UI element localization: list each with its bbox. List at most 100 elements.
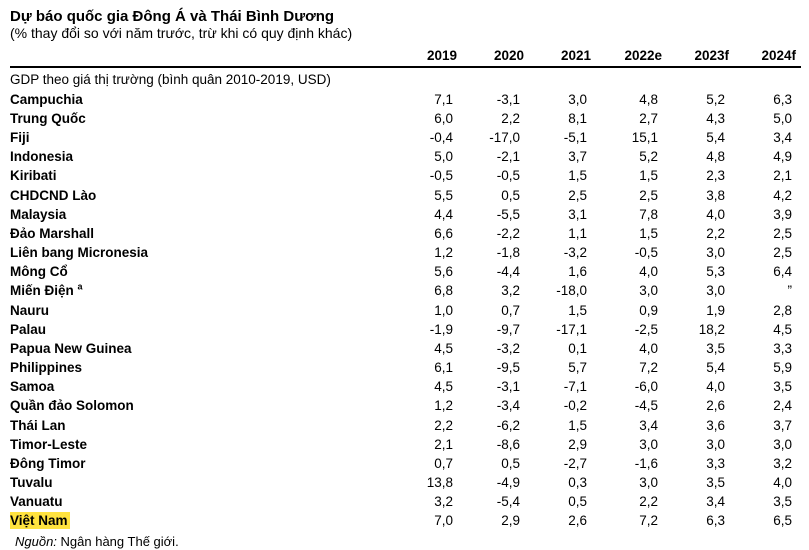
country-name: Miến Điện: [10, 283, 74, 299]
value-cell: 0,3: [568, 475, 587, 491]
value-cell: 2,2: [639, 494, 658, 510]
value-cell: -2,1: [496, 149, 520, 165]
footnote-marker: a: [77, 281, 83, 292]
value-cell: -9,5: [496, 360, 520, 376]
value-cell: 3,0: [706, 436, 725, 452]
country-name: Quần đảo Solomon: [10, 398, 134, 414]
page-title: Dự báo quốc gia Đông Á và Thái Bình Dươn…: [10, 8, 335, 25]
value-cell: -1,9: [429, 321, 453, 337]
country-name: Nauru: [10, 302, 50, 318]
value-cell: -5,4: [496, 494, 520, 510]
value-cell: 4,4: [434, 206, 453, 222]
table-row: Tuvalu 13,8 -4,9 0,3 3,0 3,5 4,0: [10, 473, 801, 492]
value-cell: 1,5: [639, 225, 658, 241]
country-name: Mông Cổ: [10, 264, 68, 280]
value-cell: 7,2: [639, 360, 658, 376]
value-cell: -5,5: [496, 206, 520, 222]
country-cell: Liên bang Micronesia: [10, 243, 395, 262]
value-cell: 4,8: [639, 91, 658, 107]
value-cell: 3,0: [639, 475, 658, 491]
value-cell: 2,9: [568, 436, 587, 452]
value-cell: -3,2: [563, 245, 587, 261]
value-cell: 2,1: [773, 168, 792, 184]
value-cell: 4,0: [773, 475, 792, 491]
value-cell: 1,2: [434, 398, 453, 414]
country-cell: Tuvalu: [10, 473, 395, 492]
country-name: Kiribati: [10, 168, 57, 184]
country-name: Vanuatu: [10, 494, 63, 510]
value-cell: -5,1: [563, 130, 587, 146]
value-cell: -0,5: [429, 168, 453, 184]
country-name: Indonesia: [10, 149, 74, 165]
value-cell: -3,2: [496, 340, 520, 356]
country-name: Tuvalu: [10, 475, 53, 491]
value-cell: 6,8: [434, 283, 453, 299]
table-row: Malaysia 4,4 -5,5 3,1 7,8 4,0 3,9: [10, 205, 801, 224]
country-cell: Đảo Marshall: [10, 224, 395, 243]
value-cell: 3,9: [773, 206, 792, 222]
table-row: Indonesia 5,0 -2,1 3,7 5,2 4,8 4,9: [10, 148, 801, 167]
table-row: Vanuatu 3,2 -5,4 0,5 2,2 3,4 3,5: [10, 493, 801, 512]
value-cell: 2,2: [501, 110, 520, 126]
value-cell: 6,3: [773, 91, 792, 107]
value-cell: 7,1: [434, 91, 453, 107]
value-cell: 3,4: [773, 130, 792, 146]
value-cell: 5,3: [706, 264, 725, 280]
country-cell: Palau: [10, 320, 395, 339]
table-row: Campuchia 7,1 -3,1 3,0 4,8 5,2 6,3: [10, 90, 801, 109]
country-name: Timor-Leste: [10, 436, 88, 452]
value-cell: 5,2: [639, 149, 658, 165]
table-body: GDP theo giá thị trường (bình quân 2010-…: [10, 67, 801, 531]
table-row: Quần đảo Solomon 1,2 -3,4 -0,2 -4,5 2,6 2,4: [10, 397, 801, 416]
value-cell: 5,4: [706, 360, 725, 376]
value-cell: 0,7: [434, 455, 453, 471]
value-cell: 4,0: [639, 340, 658, 356]
country-cell: Quần đảo Solomon: [10, 397, 395, 416]
value-cell: 5,0: [434, 149, 453, 165]
value-cell: -17,1: [556, 321, 587, 337]
country-name: Fiji: [10, 130, 30, 146]
column-header-2023f: 2023f: [667, 47, 734, 68]
source-note: Nguồn: Ngân hàng Thế giới.: [15, 534, 799, 550]
value-cell: 6,0: [434, 110, 453, 126]
country-cell: Kiribati: [10, 167, 395, 186]
table-row: Papua New Guinea 4,5 -3,2 0,1 4,0 3,5 3,3: [10, 339, 801, 358]
value-cell: 2,5: [568, 187, 587, 203]
table-row: Thái Lan 2,2 -6,2 1,5 3,4 3,6 3,7: [10, 416, 801, 435]
value-cell: 3,4: [706, 494, 725, 510]
country-cell: Thái Lan: [10, 416, 395, 435]
value-cell: 7,0: [434, 513, 453, 529]
column-header-2024f: 2024f: [734, 47, 801, 68]
table-row: Philippines 6,1 -9,5 5,7 7,2 5,4 5,9: [10, 358, 801, 377]
table-row: Timor-Leste 2,1 -8,6 2,9 3,0 3,0 3,0: [10, 435, 801, 454]
value-cell: 3,3: [706, 455, 725, 471]
value-cell: 1,5: [568, 168, 587, 184]
value-cell: -7,1: [563, 379, 587, 395]
value-cell: 1,5: [568, 302, 587, 318]
country-cell: Fiji: [10, 128, 395, 147]
country-name: Đông Timor: [10, 455, 86, 471]
value-cell: -3,1: [496, 91, 520, 107]
table-row: Đảo Marshall 6,6 -2,2 1,1 1,5 2,2 2,5: [10, 224, 801, 243]
value-cell: -0,5: [496, 168, 520, 184]
value-cell: 3,5: [773, 494, 792, 510]
value-cell: 3,3: [773, 340, 792, 356]
value-cell: -3,4: [496, 398, 520, 414]
value-cell: 2,6: [706, 398, 725, 414]
country-cell: Vanuatu: [10, 493, 395, 512]
value-cell: 2,9: [501, 513, 520, 529]
country-cell: Samoa: [10, 378, 395, 397]
value-cell: 2,6: [568, 513, 587, 529]
value-cell: 3,5: [706, 340, 725, 356]
value-cell: 0,5: [568, 494, 587, 510]
value-cell: 4,5: [434, 340, 453, 356]
value-cell: -1,8: [496, 245, 520, 261]
value-cell: 3,8: [706, 187, 725, 203]
value-cell: 3,7: [568, 149, 587, 165]
country-cell: CHDCND Lào: [10, 186, 395, 205]
value-cell: -6,2: [496, 417, 520, 433]
source-label: Nguồn:: [15, 533, 57, 549]
country-cell: Miến Điện a: [10, 282, 395, 301]
value-cell: -3,1: [496, 379, 520, 395]
value-cell: 5,6: [434, 264, 453, 280]
